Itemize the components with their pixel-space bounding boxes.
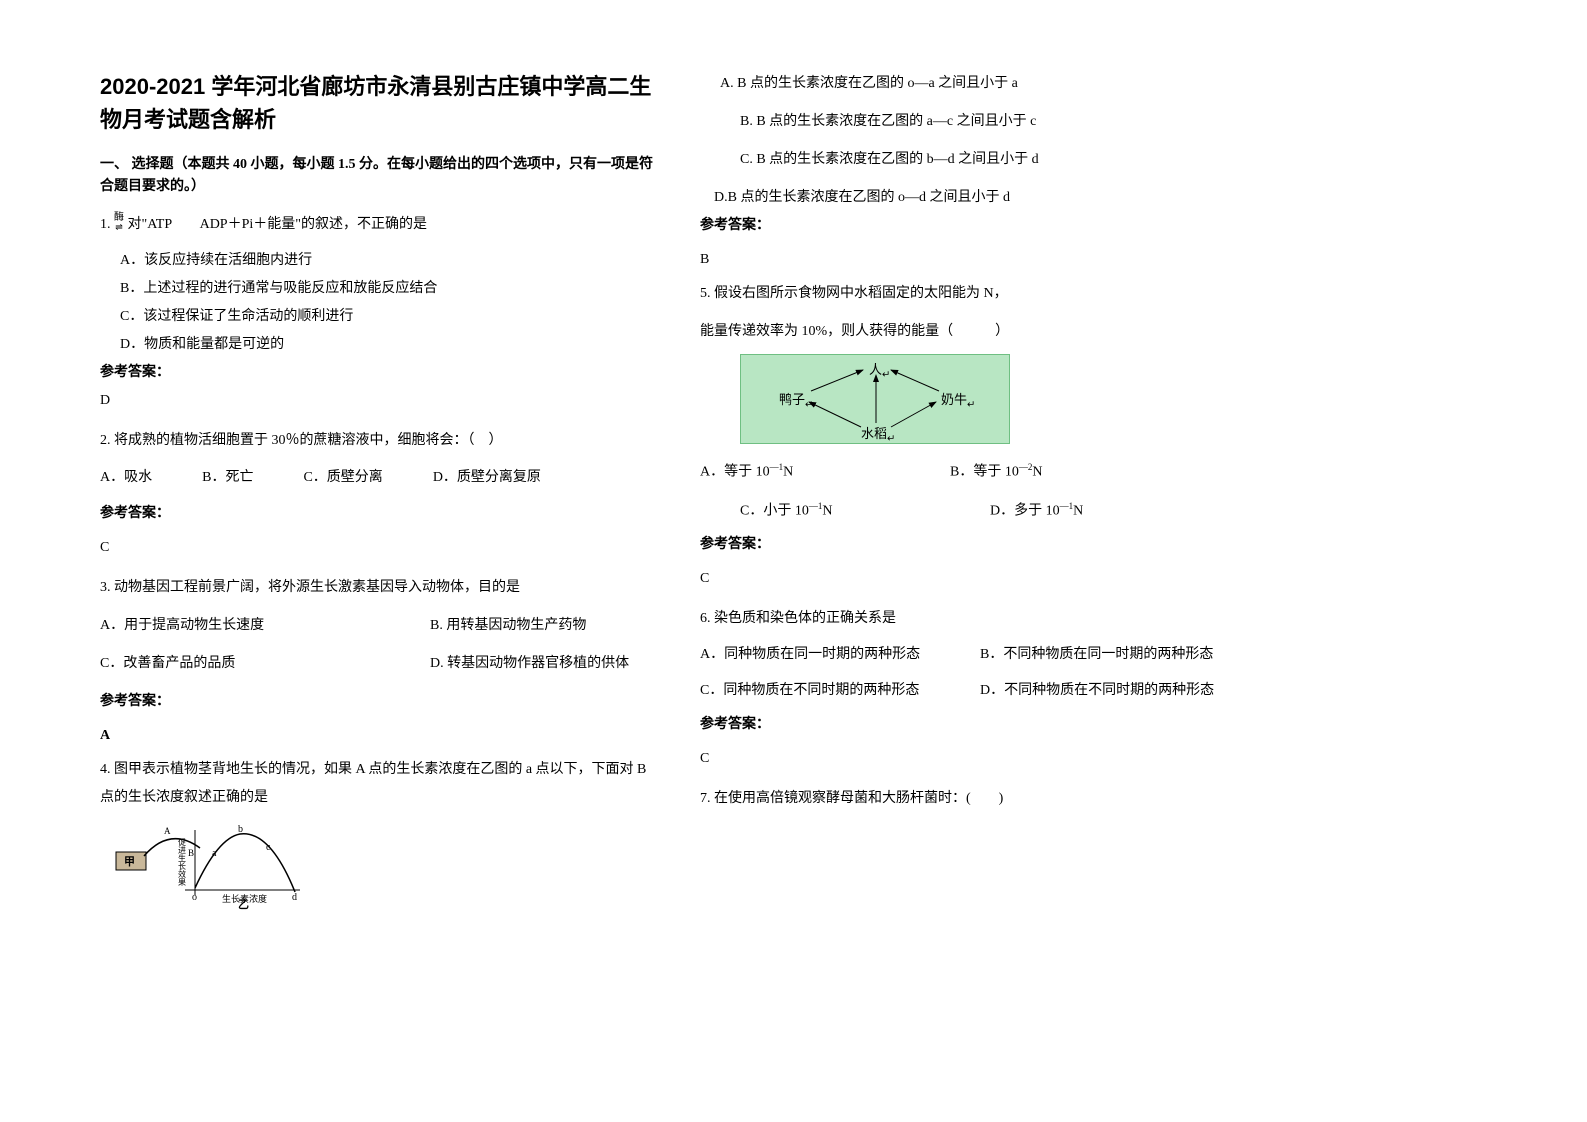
svg-text:A: A bbox=[164, 826, 171, 836]
node-cow: 奶牛 bbox=[941, 392, 967, 407]
q1-stem: 1. 酶 ⇌ 对"ATP ADP＋Pi＋能量"的叙述，不正确的是 bbox=[100, 211, 660, 239]
q3-answer-label: 参考答案： bbox=[100, 688, 660, 716]
question-6: 6. 染色质和染色体的正确关系是 A．同种物质在同一时期的两种形态 B．不同种物… bbox=[700, 605, 1260, 779]
q2-opt-C: C．质壁分离 bbox=[303, 465, 382, 490]
q6-stem: 6. 染色质和染色体的正确关系是 bbox=[700, 605, 1260, 633]
q4-opt-A: A. B 点的生长素浓度在乙图的 o—a 之间且小于 a bbox=[700, 70, 1260, 98]
q6-opt-B: B．不同种物质在同一时期的两种形态 bbox=[980, 641, 1213, 669]
q5-opt-B: B．等于 10—2N bbox=[950, 458, 1042, 487]
q1-opt-B: B．上述过程的进行通常与吸能反应和放能反应结合 bbox=[100, 275, 660, 303]
q1-opt-C: C．该过程保证了生命活动的顺利进行 bbox=[100, 303, 660, 331]
q6-row2: C．同种物质在不同时期的两种形态 D．不同种物质在不同时期的两种形态 bbox=[700, 677, 1260, 705]
svg-text:乙: 乙 bbox=[238, 898, 249, 910]
return-icon: ↵ bbox=[887, 434, 895, 445]
q5-row1: A．等于 10—1N B．等于 10—2N bbox=[700, 458, 1260, 487]
q4-answer: B bbox=[700, 246, 1260, 274]
q5-food-web: 人↵ 鸭子↵ 奶牛↵ 水稻↵ bbox=[740, 354, 1010, 444]
return-icon: ↵ bbox=[805, 400, 813, 411]
svg-text:B: B bbox=[188, 848, 194, 858]
q3-stem: 3. 动物基因工程前景广阔，将外源生长激素基因导入动物体，目的是 bbox=[100, 574, 660, 602]
reaction-arrow-icon: 酶 ⇌ bbox=[114, 215, 124, 234]
q3-row1: A．用于提高动物生长速度 B. 用转基因动物生产药物 bbox=[100, 612, 660, 640]
node-rice: 水稻 bbox=[861, 426, 887, 441]
q6-answer: C bbox=[700, 745, 1260, 773]
q1-num: 1. bbox=[100, 217, 111, 232]
q2-opt-B: B．死亡 bbox=[202, 465, 253, 490]
q4-figure: 甲 A B o a b c d 促进生长效果 生长素浓度 乙 bbox=[110, 820, 310, 910]
question-7: 7. 在使用高倍镜观察酵母菌和大肠杆菌时：( ) bbox=[700, 785, 1260, 813]
q3-opt-C: C．改善畜产品的品质 bbox=[100, 650, 430, 678]
question-4: 4. 图甲表示植物茎背地生长的情况，如果 A 点的生长素浓度在乙图的 a 点以下… bbox=[100, 756, 660, 915]
question-1: 1. 酶 ⇌ 对"ATP ADP＋Pi＋能量"的叙述，不正确的是 A．该反应持续… bbox=[100, 211, 660, 421]
q5-row2: C．小于 10—1N D．多于 10—1N bbox=[700, 497, 1260, 526]
q4-answer-label: 参考答案： bbox=[700, 212, 1260, 240]
q4-opt-B: B. B 点的生长素浓度在乙图的 a—c 之间且小于 c bbox=[700, 108, 1260, 136]
q1-opt-A: A．该反应持续在活细胞内进行 bbox=[100, 247, 660, 275]
return-icon: ↵ bbox=[882, 370, 890, 381]
q2-answer: C bbox=[100, 534, 660, 562]
document-title: 2020-2021 学年河北省廊坊市永清县别古庄镇中学高二生物月考试题含解析 bbox=[100, 70, 660, 136]
q2-opt-D: D．质壁分离复原 bbox=[433, 465, 541, 490]
svg-text:促进生长效果: 促进生长效果 bbox=[178, 837, 187, 887]
q5-answer-label: 参考答案： bbox=[700, 531, 1260, 559]
q1-opt-D: D．物质和能量都是可逆的 bbox=[100, 331, 660, 359]
q3-answer: A bbox=[100, 722, 660, 750]
q1-stem-after: 对"ATP ADP＋Pi＋能量"的叙述，不正确的是 bbox=[128, 217, 428, 232]
svg-text:o: o bbox=[192, 892, 197, 903]
left-column: 2020-2021 学年河北省廊坊市永清县别古庄镇中学高二生物月考试题含解析 一… bbox=[100, 70, 660, 921]
section-heading: 一、 选择题（本题共 40 小题，每小题 1.5 分。在每小题给出的四个选项中，… bbox=[100, 154, 660, 199]
svg-text:d: d bbox=[292, 892, 297, 903]
q6-row1: A．同种物质在同一时期的两种形态 B．不同种物质在同一时期的两种形态 bbox=[700, 641, 1260, 669]
right-column: A. B 点的生长素浓度在乙图的 o—a 之间且小于 a B. B 点的生长素浓… bbox=[700, 70, 1260, 921]
q1-answer: D bbox=[100, 387, 660, 415]
q2-options: A．吸水 B．死亡 C．质壁分离 D．质壁分离复原 bbox=[100, 465, 660, 490]
q4-opt-D: D.B 点的生长素浓度在乙图的 o—d 之间且小于 d bbox=[700, 184, 1260, 212]
question-5: 5. 假设右图所示食物网中水稻固定的太阳能为 N， 能量传递效率为 10%，则人… bbox=[700, 280, 1260, 599]
q3-opt-B: B. 用转基因动物生产药物 bbox=[430, 612, 586, 640]
q3-row2: C．改善畜产品的品质 D. 转基因动物作器官移植的供体 bbox=[100, 650, 660, 678]
q3-opt-D: D. 转基因动物作器官移植的供体 bbox=[430, 650, 629, 678]
return-icon: ↵ bbox=[967, 400, 975, 411]
svg-text:a: a bbox=[212, 848, 217, 859]
q7-stem: 7. 在使用高倍镜观察酵母菌和大肠杆菌时：( ) bbox=[700, 785, 1260, 813]
q6-opt-A: A．同种物质在同一时期的两种形态 bbox=[700, 641, 980, 669]
q5-opt-A: A．等于 10—1N bbox=[700, 458, 950, 487]
node-duck: 鸭子 bbox=[779, 392, 805, 407]
question-2: 2. 将成熟的植物活细胞置于 30％的蔗糖溶液中，细胞将会：（ ） A．吸水 B… bbox=[100, 427, 660, 568]
q6-answer-label: 参考答案： bbox=[700, 711, 1260, 739]
q1-answer-label: 参考答案： bbox=[100, 359, 660, 387]
q6-opt-D: D．不同种物质在不同时期的两种形态 bbox=[980, 677, 1214, 705]
q4-stem: 4. 图甲表示植物茎背地生长的情况，如果 A 点的生长素浓度在乙图的 a 点以下… bbox=[100, 756, 660, 812]
q4-opt-C: C. B 点的生长素浓度在乙图的 b—d 之间且小于 d bbox=[700, 146, 1260, 174]
q2-stem: 2. 将成熟的植物活细胞置于 30％的蔗糖溶液中，细胞将会：（ ） bbox=[100, 427, 660, 455]
svg-text:b: b bbox=[238, 824, 243, 835]
node-human: 人 bbox=[869, 362, 882, 377]
question-3: 3. 动物基因工程前景广阔，将外源生长激素基因导入动物体，目的是 A．用于提高动… bbox=[100, 574, 660, 750]
q2-answer-label: 参考答案： bbox=[100, 500, 660, 528]
q5-stem2: 能量传递效率为 10%，则人获得的能量（ ） bbox=[700, 318, 1260, 346]
page: 2020-2021 学年河北省廊坊市永清县别古庄镇中学高二生物月考试题含解析 一… bbox=[0, 0, 1587, 961]
q5-opt-D: D．多于 10—1N bbox=[990, 497, 1083, 526]
q5-answer: C bbox=[700, 565, 1260, 593]
q3-opt-A: A．用于提高动物生长速度 bbox=[100, 612, 430, 640]
q2-opt-A: A．吸水 bbox=[100, 465, 152, 490]
svg-text:c: c bbox=[266, 842, 271, 853]
q5-stem1: 5. 假设右图所示食物网中水稻固定的太阳能为 N， bbox=[700, 280, 1260, 308]
q6-opt-C: C．同种物质在不同时期的两种形态 bbox=[700, 677, 980, 705]
q5-opt-C: C．小于 10—1N bbox=[740, 497, 990, 526]
svg-text:甲: 甲 bbox=[124, 855, 135, 868]
